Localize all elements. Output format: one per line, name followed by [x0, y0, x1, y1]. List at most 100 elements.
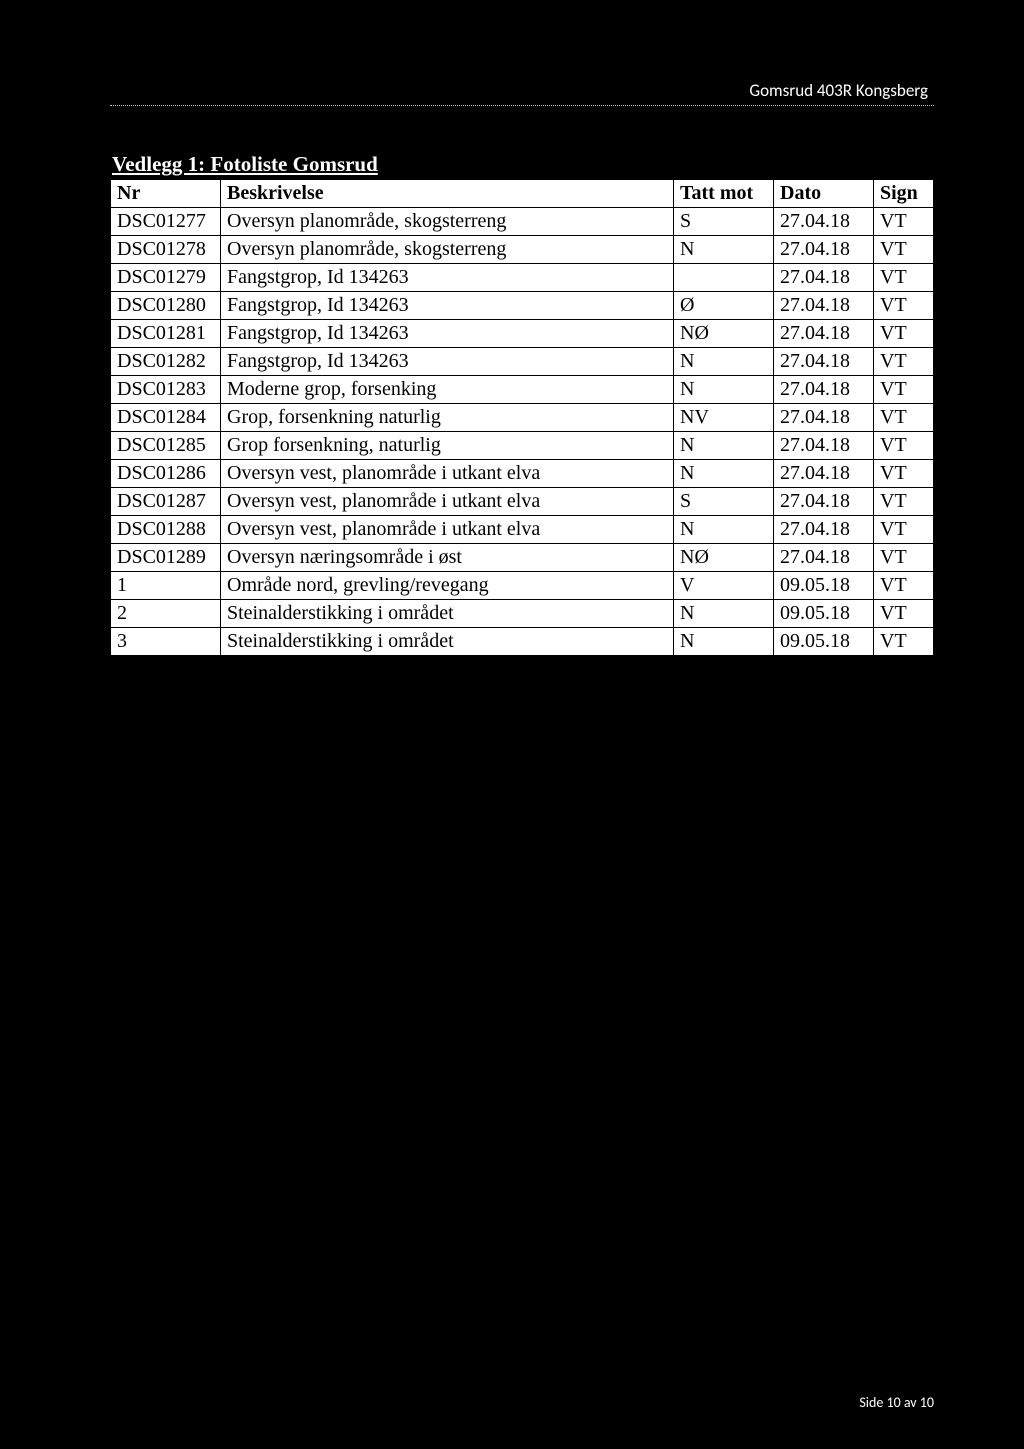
table-row: DSC01277Oversyn planområde, skogsterreng…: [111, 208, 934, 236]
table-row: DSC01285Grop forsenkning, naturligN27.04…: [111, 432, 934, 460]
table-cell: DSC01279: [111, 264, 221, 292]
table-cell: DSC01289: [111, 544, 221, 572]
table-cell: Moderne grop, forsenking: [221, 376, 674, 404]
table-cell: 09.05.18: [774, 572, 874, 600]
table-row: DSC01286Oversyn vest, planområde i utkan…: [111, 460, 934, 488]
table-cell: 27.04.18: [774, 460, 874, 488]
table-cell: 27.04.18: [774, 208, 874, 236]
table-cell: NØ: [674, 320, 774, 348]
table-cell: Område nord, grevling/revegang: [221, 572, 674, 600]
table-cell: 09.05.18: [774, 628, 874, 656]
photo-list-table: Nr Beskrivelse Tatt mot Dato Sign DSC012…: [110, 179, 934, 656]
table-cell: V: [674, 572, 774, 600]
section-title: Vedlegg 1: Fotoliste Gomsrud: [112, 152, 934, 177]
page-header: Gomsrud 403R Kongsberg: [110, 80, 934, 101]
table-cell: 27.04.18: [774, 432, 874, 460]
table-cell: 2: [111, 600, 221, 628]
table-cell: Oversyn vest, planområde i utkant elva: [221, 488, 674, 516]
table-row: 3Steinalderstikking i områdetN09.05.18VT: [111, 628, 934, 656]
table-cell: VT: [874, 600, 934, 628]
table-row: DSC01281Fangstgrop, Id 134263NØ27.04.18V…: [111, 320, 934, 348]
table-row: DSC01280Fangstgrop, Id 134263Ø27.04.18VT: [111, 292, 934, 320]
table-cell: 27.04.18: [774, 348, 874, 376]
table-cell: VT: [874, 348, 934, 376]
table-cell: N: [674, 600, 774, 628]
table-cell: [674, 264, 774, 292]
table-cell: 27.04.18: [774, 516, 874, 544]
table-cell: Grop, forsenkning naturlig: [221, 404, 674, 432]
table-cell: VT: [874, 488, 934, 516]
table-cell: VT: [874, 460, 934, 488]
table-cell: 27.04.18: [774, 264, 874, 292]
table-cell: N: [674, 460, 774, 488]
table-row: DSC01278Oversyn planområde, skogsterreng…: [111, 236, 934, 264]
col-header-nr: Nr: [111, 180, 221, 208]
table-cell: Fangstgrop, Id 134263: [221, 292, 674, 320]
table-cell: VT: [874, 404, 934, 432]
table-cell: Grop forsenkning, naturlig: [221, 432, 674, 460]
table-cell: S: [674, 208, 774, 236]
table-cell: N: [674, 432, 774, 460]
table-cell: 3: [111, 628, 221, 656]
table-cell: DSC01287: [111, 488, 221, 516]
col-header-sign: Sign: [874, 180, 934, 208]
table-cell: Fangstgrop, Id 134263: [221, 320, 674, 348]
table-body: DSC01277Oversyn planområde, skogsterreng…: [111, 208, 934, 656]
col-header-dato: Dato: [774, 180, 874, 208]
table-row: DSC01289Oversyn næringsområde i østNØ27.…: [111, 544, 934, 572]
table-cell: DSC01277: [111, 208, 221, 236]
table-cell: 27.04.18: [774, 404, 874, 432]
table-cell: DSC01288: [111, 516, 221, 544]
table-row: DSC01279Fangstgrop, Id 13426327.04.18VT: [111, 264, 934, 292]
table-cell: NV: [674, 404, 774, 432]
table-cell: DSC01278: [111, 236, 221, 264]
table-cell: Oversyn vest, planområde i utkant elva: [221, 516, 674, 544]
table-cell: N: [674, 348, 774, 376]
table-row: 1Område nord, grevling/revegangV09.05.18…: [111, 572, 934, 600]
table-cell: Fangstgrop, Id 134263: [221, 264, 674, 292]
table-cell: 27.04.18: [774, 236, 874, 264]
table-row: DSC01288Oversyn vest, planområde i utkan…: [111, 516, 934, 544]
table-cell: Steinalderstikking i området: [221, 628, 674, 656]
page-footer: Side 10 av 10: [859, 1394, 934, 1411]
table-cell: S: [674, 488, 774, 516]
table-row: DSC01283Moderne grop, forsenkingN27.04.1…: [111, 376, 934, 404]
table-cell: Ø: [674, 292, 774, 320]
table-cell: VT: [874, 432, 934, 460]
table-cell: VT: [874, 516, 934, 544]
table-cell: DSC01285: [111, 432, 221, 460]
table-cell: DSC01286: [111, 460, 221, 488]
table-header-row: Nr Beskrivelse Tatt mot Dato Sign: [111, 180, 934, 208]
table-cell: VT: [874, 320, 934, 348]
table-cell: Oversyn vest, planområde i utkant elva: [221, 460, 674, 488]
col-header-tatt: Tatt mot: [674, 180, 774, 208]
table-cell: 27.04.18: [774, 292, 874, 320]
table-cell: Oversyn næringsområde i øst: [221, 544, 674, 572]
table-row: DSC01282Fangstgrop, Id 134263N27.04.18VT: [111, 348, 934, 376]
col-header-besk: Beskrivelse: [221, 180, 674, 208]
table-cell: 1: [111, 572, 221, 600]
table-cell: DSC01283: [111, 376, 221, 404]
table-cell: 27.04.18: [774, 376, 874, 404]
table-cell: Oversyn planområde, skogsterreng: [221, 236, 674, 264]
table-cell: N: [674, 516, 774, 544]
table-cell: DSC01282: [111, 348, 221, 376]
table-cell: DSC01280: [111, 292, 221, 320]
table-cell: VT: [874, 628, 934, 656]
table-cell: VT: [874, 292, 934, 320]
table-cell: N: [674, 628, 774, 656]
table-cell: VT: [874, 208, 934, 236]
table-cell: DSC01284: [111, 404, 221, 432]
table-cell: N: [674, 376, 774, 404]
table-cell: 27.04.18: [774, 488, 874, 516]
table-cell: N: [674, 236, 774, 264]
table-cell: Oversyn planområde, skogsterreng: [221, 208, 674, 236]
table-cell: Fangstgrop, Id 134263: [221, 348, 674, 376]
document-page: Gomsrud 403R Kongsberg Vedlegg 1: Fotoli…: [0, 0, 1024, 1449]
table-row: 2Steinalderstikking i områdetN09.05.18VT: [111, 600, 934, 628]
table-row: DSC01287Oversyn vest, planområde i utkan…: [111, 488, 934, 516]
table-cell: 27.04.18: [774, 544, 874, 572]
table-cell: 09.05.18: [774, 600, 874, 628]
table-cell: VT: [874, 572, 934, 600]
table-cell: DSC01281: [111, 320, 221, 348]
